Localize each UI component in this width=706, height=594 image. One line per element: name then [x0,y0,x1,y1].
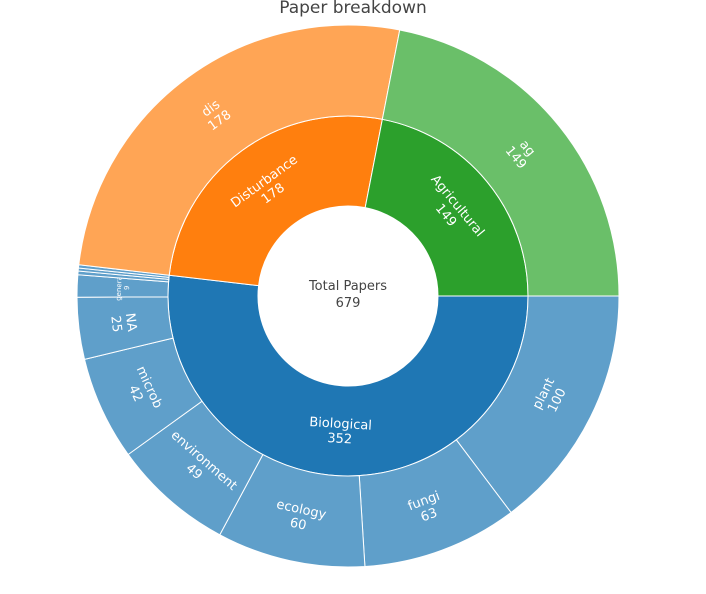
segment-ag[interactable] [381,29,620,297]
center-label: Total Papers 679 [308,279,387,311]
label-biological: Biological352 [308,415,372,449]
segment-dis[interactable] [78,24,401,276]
chart-title: Paper breakdown [279,0,427,18]
label-general: general9 [115,274,132,301]
label-na: NA25 [107,312,139,334]
label-plant: plant100 [530,376,572,419]
